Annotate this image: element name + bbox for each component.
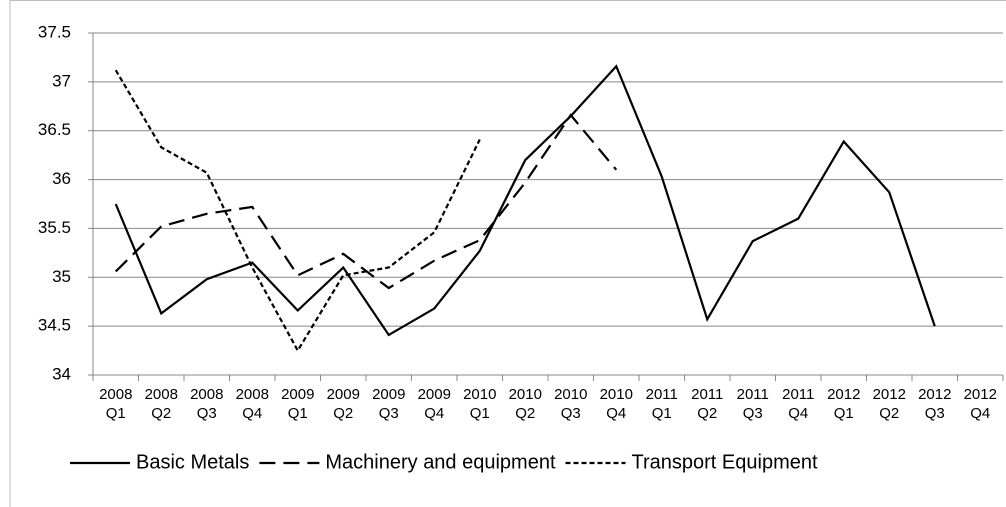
y-tick-label: 37.5 [38,22,71,41]
x-tick-label: Q2 [697,405,717,422]
x-tick-label: Q3 [925,405,945,422]
x-tick-label: 2011 [782,386,814,403]
x-tick-label: Q2 [333,405,353,422]
x-tick-label: 2012 [918,386,951,403]
x-tick-label: Q1 [470,405,490,422]
x-tick-label: 2008 [236,386,269,403]
x-tick-label: Q4 [242,405,262,422]
legend-label: Basic Metals [136,451,249,473]
x-tick-label: 2010 [509,386,542,403]
x-tick-label: Q3 [197,405,217,422]
x-tick-label: Q1 [106,405,126,422]
x-tick-label: Q2 [151,405,171,422]
x-tick-label: Q4 [606,405,626,422]
x-tick-label: 2009 [418,386,451,403]
x-tick-label: 2012 [873,386,906,403]
x-tick-label: 2010 [554,386,587,403]
x-tick-label: Q3 [743,405,763,422]
x-tick-label: 2008 [145,386,178,403]
x-tick-label: 2011 [737,386,769,403]
y-tick-label: 37 [52,71,71,90]
series-line [114,69,481,353]
x-tick-label: 2012 [827,386,860,403]
series-line [114,64,936,337]
y-tick-label: 34 [52,364,71,383]
x-tick-label: 2009 [372,386,405,403]
series-line [114,113,618,290]
x-tick-label: 2009 [281,386,314,403]
x-tick-label: Q4 [970,405,990,422]
x-tick-label: 2011 [646,386,678,403]
legend-label: Transport Equipment [632,451,818,473]
x-tick-label: 2008 [99,386,132,403]
y-tick-label: 35.5 [38,218,71,237]
x-tick-label: Q1 [288,405,308,422]
x-tick-label: Q3 [561,405,581,422]
x-tick-label: Q2 [515,405,535,422]
y-tick-label: 35 [52,267,71,286]
y-tick-label: 36 [52,169,71,188]
x-tick-label: 2008 [190,386,223,403]
x-tick-label: 2009 [327,386,360,403]
x-tick-label: 2010 [463,386,496,403]
x-tick-label: 2010 [600,386,633,403]
x-tick-label: 2012 [964,386,997,403]
x-tick-label: Q4 [788,405,808,422]
x-tick-label: Q4 [424,405,444,422]
x-tick-label: Q1 [652,405,672,422]
legend-label: Machinery and equipment [325,451,556,473]
x-tick-label: 2011 [691,386,723,403]
y-tick-label: 36.5 [38,120,71,139]
y-tick-label: 34.5 [38,316,71,335]
x-tick-label: Q3 [379,405,399,422]
x-tick-label: Q1 [834,405,854,422]
x-tick-label: Q2 [879,405,899,422]
